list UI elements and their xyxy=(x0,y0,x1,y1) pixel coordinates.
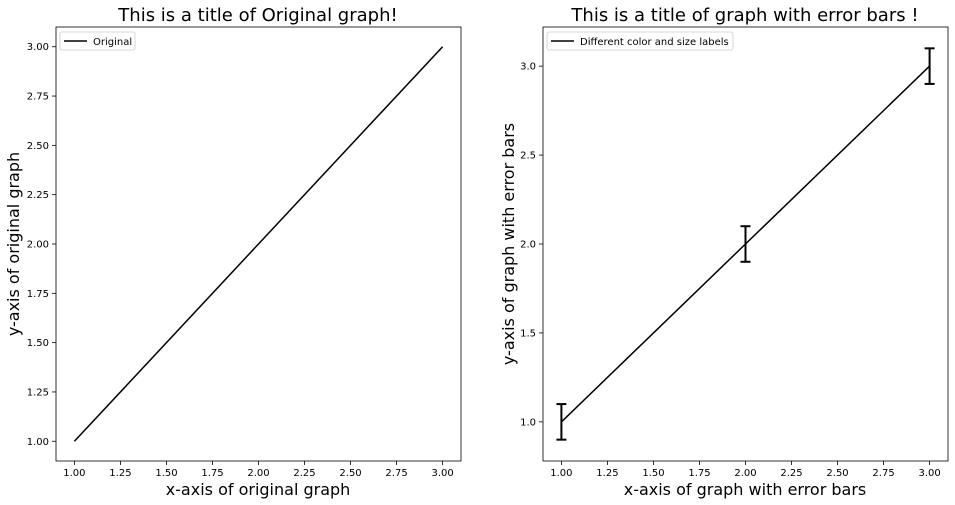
y-tick-label: 3.0 xyxy=(520,62,536,73)
legend-label: Different color and size labels xyxy=(580,37,729,48)
x-tick-label: 2.75 xyxy=(872,468,894,479)
x-tick-label: 2.50 xyxy=(826,468,848,479)
x-tick-group: 1.00 1.25 1.50 1.75 2.00 2.25 2.50 2.75 3.00 xyxy=(550,461,941,479)
x-axis-label: x-axis of graph with error bars xyxy=(624,480,867,499)
x-tick-label: 1.50 xyxy=(642,468,664,479)
y-tick-label: 1.00 xyxy=(27,437,49,448)
x-tick-group: 1.00 1.25 1.50 1.75 2.00 2.25 2.50 2.75 3.00 xyxy=(63,461,454,479)
y-axis-label: y-axis of original graph xyxy=(4,152,23,336)
x-tick-label: 2.25 xyxy=(780,468,802,479)
y-tick-label: 2.50 xyxy=(27,141,49,152)
legend: Original xyxy=(59,31,136,51)
x-tick-label: 1.75 xyxy=(201,468,223,479)
chart-original: This is a title of Original graph! 1.00 1… xyxy=(4,5,462,499)
x-tick-label: 1.75 xyxy=(688,468,710,479)
x-tick-label: 1.50 xyxy=(155,468,177,479)
legend-label: Original xyxy=(93,37,132,48)
y-tick-label: 3.00 xyxy=(27,42,49,53)
chart-title: This is a title of Original graph! xyxy=(117,5,397,26)
y-tick-label: 1.50 xyxy=(27,338,49,349)
x-tick-label: 2.75 xyxy=(385,468,407,479)
x-tick-label: 2.00 xyxy=(734,468,756,479)
y-tick-label: 2.75 xyxy=(27,92,49,103)
x-tick-label: 1.25 xyxy=(109,468,131,479)
y-tick-label: 1.25 xyxy=(27,387,49,398)
x-tick-label: 2.50 xyxy=(339,468,361,479)
y-tick-label: 2.25 xyxy=(27,190,49,201)
y-tick-label: 1.0 xyxy=(520,417,536,428)
y-tick-label: 2.0 xyxy=(520,240,536,251)
chart-error-bars: This is a title of graph with error bars… xyxy=(499,5,949,499)
x-tick-label: 2.00 xyxy=(247,468,269,479)
x-tick-label: 1.00 xyxy=(550,468,572,479)
x-tick-label: 3.00 xyxy=(918,468,940,479)
x-tick-label: 1.25 xyxy=(596,468,618,479)
series-group xyxy=(73,46,444,442)
y-tick-group: 1.0 1.5 2.0 2.5 3.0 xyxy=(520,62,543,428)
y-tick-label: 2.00 xyxy=(27,240,49,251)
x-tick-label: 1.00 xyxy=(63,468,85,479)
y-tick-label: 1.75 xyxy=(27,289,49,300)
x-tick-label: 2.25 xyxy=(293,468,315,479)
series-group xyxy=(556,47,935,441)
y-tick-label: 2.5 xyxy=(520,151,536,162)
y-axis-label: y-axis of graph with error bars xyxy=(499,123,518,365)
y-tick-label: 1.5 xyxy=(520,328,536,339)
x-axis-label: x-axis of original graph xyxy=(166,480,351,499)
legend: Different color and size labels xyxy=(546,31,734,51)
chart-title: This is a title of graph with error bars… xyxy=(570,5,918,26)
legend-box xyxy=(59,31,136,51)
x-tick-label: 3.00 xyxy=(431,468,453,479)
legend-box xyxy=(546,31,734,51)
series-line xyxy=(73,46,444,442)
y-tick-group: 1.00 1.25 1.50 1.75 2.00 2.25 2.50 2.75 3.00 xyxy=(27,42,56,448)
